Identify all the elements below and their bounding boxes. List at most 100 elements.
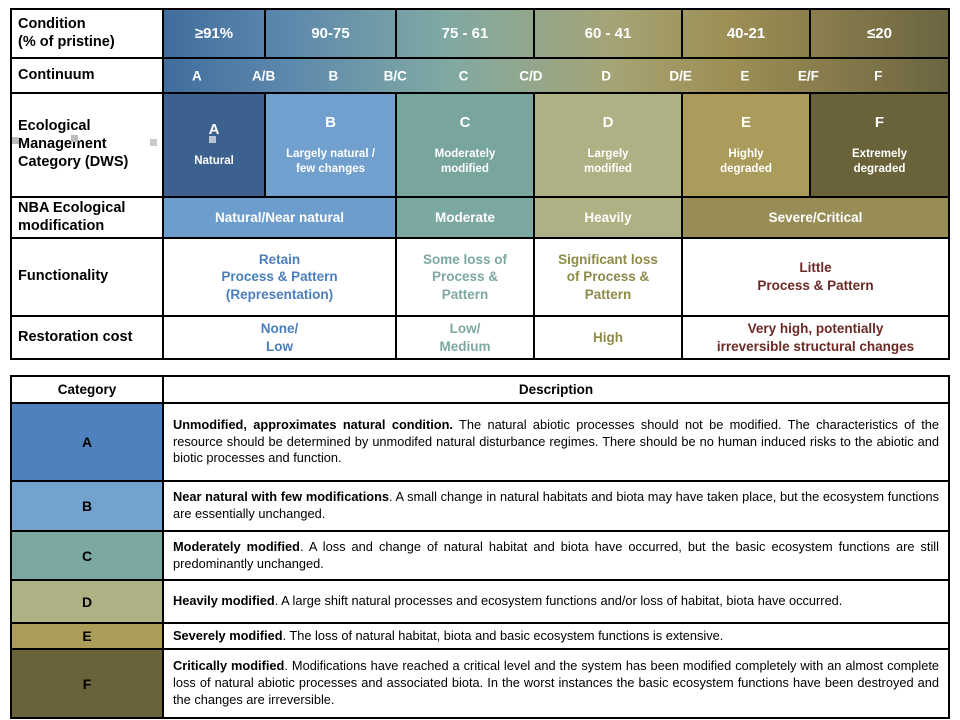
emc-cells: A Natural B Largely natural / few change… [164, 94, 948, 196]
description-lead: Severely modified [173, 627, 283, 643]
condition-cell-e: 40-21 [681, 10, 809, 57]
emc-desc: Moderately modified [434, 148, 496, 175]
artifact-handle [209, 136, 216, 143]
continuum-mark: B/C [383, 68, 407, 83]
condition-strip: ≥91% 90-75 75 - 61 60 - 41 40-21 ≤20 [164, 10, 948, 57]
functionality-cell-little: Little Process & Pattern [681, 239, 948, 315]
continuum-mark: E [740, 68, 750, 83]
emc-letter: C [459, 114, 471, 132]
row-continuum: Continuum A A/B B B/C C C/D D D/E E E/F … [12, 57, 948, 92]
nba-cell-moderate: Moderate [395, 198, 533, 237]
condition-cell-a: ≥91% [194, 25, 234, 42]
continuum-mark: A/B [251, 68, 276, 83]
description-cell: Severely modified. The loss of natural h… [164, 624, 948, 648]
restoration-row-label: Restoration cost [12, 317, 164, 358]
restoration-cells: None/ Low Low/ Medium High Very high, po… [164, 317, 948, 358]
emc-cell-c: C Moderately modified [395, 94, 533, 196]
description-lead: Heavily modified [173, 593, 275, 609]
table-row-e: E Severely modified. The loss of natural… [12, 622, 948, 648]
functionality-row-label: Functionality [12, 239, 164, 315]
description-cell: Unmodified, approximates natural conditi… [164, 404, 948, 480]
continuum-mark: D/E [669, 68, 692, 83]
row-functionality: Functionality Retain Process & Pattern (… [12, 237, 948, 315]
emc-desc: Highly degraded [720, 148, 772, 175]
condition-cell-d: 60 - 41 [533, 10, 681, 57]
description-lead: Moderately modified [173, 538, 300, 554]
nba-cell-heavily: Heavily [533, 198, 681, 237]
category-description-table: Category Description A Unmodified, appro… [10, 375, 950, 719]
continuum-mark: B [328, 68, 339, 83]
functionality-cell-significant-loss: Significant loss of Process & Pattern [533, 239, 681, 315]
condition-row-label: Condition (% of pristine) [12, 10, 164, 57]
description-rest: . Modifications have reached a critical … [173, 658, 940, 707]
description-cell: Near natural with few modifications. A s… [164, 482, 948, 530]
header-category: Category [12, 377, 164, 402]
category-cell: A [12, 404, 164, 480]
emc-cell-d: D Largely modified [533, 94, 681, 196]
continuum-mark: C [458, 68, 469, 83]
artifact-handle [150, 139, 157, 146]
ecological-condition-table: Condition (% of pristine) ≥91% 90-75 75 … [10, 8, 950, 360]
emc-desc: Largely modified [584, 148, 632, 175]
continuum-mark: D [601, 68, 612, 83]
category-cell: E [12, 624, 164, 648]
artifact-handle [71, 135, 78, 142]
continuum-mark: C/D [519, 68, 543, 83]
restoration-cell-high: High [533, 317, 681, 358]
emc-cell-a: A Natural [164, 94, 264, 196]
description-rest: . A large shift natural processes and ec… [274, 593, 843, 609]
emc-letter: B [325, 114, 336, 132]
row-restoration-cost: Restoration cost None/ Low Low/ Medium H… [12, 315, 948, 358]
functionality-cell-retain: Retain Process & Pattern (Representation… [164, 239, 395, 315]
description-lead: Near natural with few modifications [173, 489, 390, 505]
continuum-row-label: Continuum [12, 59, 164, 92]
nba-cells: Natural/Near natural Moderate Heavily Se… [164, 198, 948, 237]
category-cell: D [12, 581, 164, 622]
category-cell: B [12, 482, 164, 530]
restoration-cell-very-high: Very high, potentially irreversible stru… [681, 317, 948, 358]
functionality-cells: Retain Process & Pattern (Representation… [164, 239, 948, 315]
emc-letter: D [602, 114, 614, 132]
table-row-a: A Unmodified, approximates natural condi… [12, 402, 948, 480]
description-lead: Unmodified, approximates natural conditi… [173, 416, 453, 432]
continuum-mark: A [192, 68, 202, 83]
description-lead: Critically modified [173, 658, 285, 674]
restoration-cell-low-medium: Low/ Medium [395, 317, 533, 358]
header-description: Description [164, 377, 948, 402]
table-row-f: F Critically modified. Modifications hav… [12, 648, 948, 717]
restoration-cell-none-low: None/ Low [164, 317, 395, 358]
table-row-d: D Heavily modified. A large shift natura… [12, 579, 948, 622]
continuum-mark: F [874, 68, 883, 83]
emc-row-label: Ecological Management Category (DWS) [12, 94, 164, 196]
row-condition: Condition (% of pristine) ≥91% 90-75 75 … [12, 10, 948, 57]
continuum-mark: E/F [797, 68, 819, 83]
table-row-b: B Near natural with few modifications. A… [12, 480, 948, 530]
emc-desc: Natural [194, 155, 234, 168]
row-emc: Ecological Management Category (DWS) A N… [12, 92, 948, 196]
condition-cell-c: 75 - 61 [395, 10, 533, 57]
description-cell: Critically modified. Modifications have … [164, 650, 948, 717]
artifact-handle [12, 137, 19, 144]
description-rest: . A loss and change of natural habitat a… [173, 538, 939, 571]
emc-desc: Extremely degraded [852, 148, 907, 175]
condition-cell-b: 90-75 [264, 10, 395, 57]
description-rest: . A small change in natural habitats and… [173, 489, 939, 521]
description-rest: . The loss of natural habitat, biota and… [282, 627, 724, 643]
category-cell: F [12, 650, 164, 717]
description-cell: Heavily modified. A large shift natural … [164, 581, 948, 622]
description-rest: The natural abiotic processes should not… [173, 416, 939, 466]
row-nba: NBA Ecological modification Natural/Near… [12, 196, 948, 237]
nba-row-label: NBA Ecological modification [12, 198, 164, 237]
category-cell: C [12, 532, 164, 579]
functionality-cell-some-loss: Some loss of Process & Pattern [395, 239, 533, 315]
emc-desc: Largely natural / few changes [286, 148, 375, 175]
nba-cell-natural: Natural/Near natural [164, 198, 395, 237]
emc-letter: F [874, 114, 885, 132]
condition-cell-f: ≤20 [809, 10, 948, 57]
emc-letter: A [208, 121, 220, 139]
table-row-c: C Moderately modified. A loss and change… [12, 530, 948, 579]
description-cell: Moderately modified. A loss and change o… [164, 532, 948, 579]
continuum-strip: A A/B B B/C C C/D D D/E E E/F F [164, 59, 948, 92]
description-table-header: Category Description [12, 377, 948, 402]
